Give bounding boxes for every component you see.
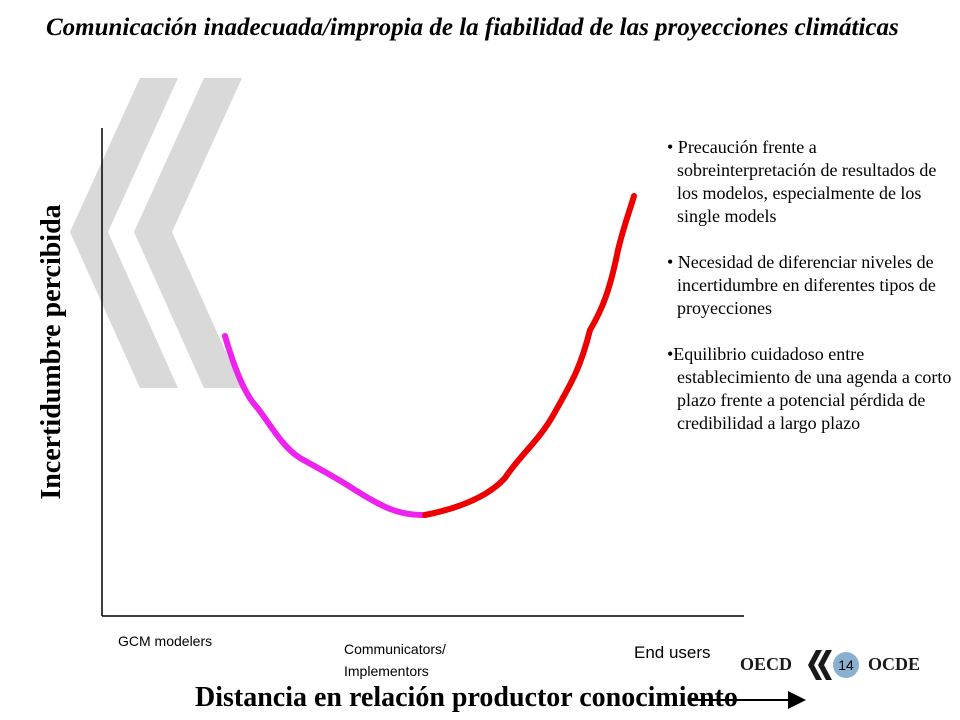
curve-segment-red (422, 193, 637, 518)
slide-title: Comunicación inadecuada/impropia de la f… (46, 14, 899, 41)
logo-chevron-icon (808, 650, 832, 680)
note-item: • Precaución frente a sobreinterpretació… (667, 137, 937, 226)
curve-segment-magenta (222, 333, 428, 519)
page-number-badge: 14 (833, 652, 859, 678)
note-item: • Necesidad de diferenciar niveles de in… (667, 252, 936, 318)
notes-list: • Precaución frente a sobreinterpretació… (667, 136, 952, 458)
x-tick-communicators: Communicators/ Implementors (344, 641, 446, 679)
x-axis-arrow-head (788, 691, 806, 709)
x-tick-gcm-modelers: GCM modelers (118, 633, 213, 649)
logo-text-oecd: OECD (740, 654, 793, 674)
watermark-chevron-right (134, 78, 242, 388)
y-axis-label: Incertidumbre percibida (36, 204, 67, 500)
x-tick-end-users: End users (634, 643, 711, 662)
logo-text-ocde: OCDE (868, 654, 921, 674)
x-axis-label: Distancia en relación productor conocimi… (195, 682, 738, 713)
note-item: •Equilibrio cuidadoso entre establecimie… (667, 344, 952, 433)
oecd-logo: OECD 14 OCDE (740, 646, 940, 686)
watermark-chevron-left (70, 78, 178, 388)
